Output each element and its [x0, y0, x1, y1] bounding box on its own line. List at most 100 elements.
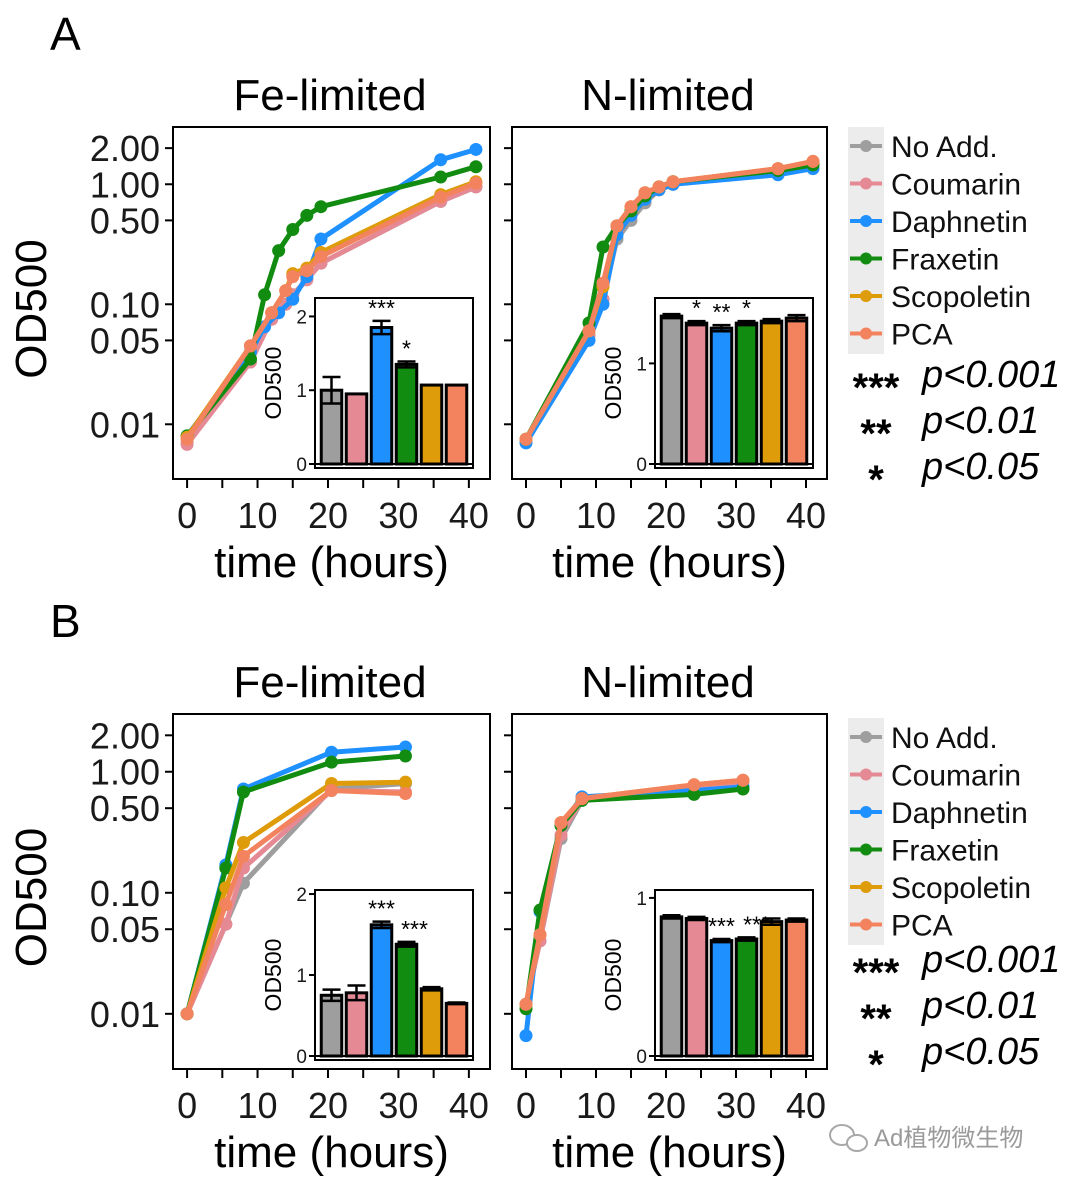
data-point	[258, 288, 272, 302]
data-point	[398, 787, 412, 801]
data-point	[398, 740, 412, 754]
x-tick-label: 20	[646, 495, 686, 536]
data-point	[236, 836, 250, 850]
chart-title: N-limited	[581, 658, 755, 707]
legend-label: Daphnetin	[891, 797, 1028, 830]
y-axis-label: OD500	[7, 239, 56, 378]
pvalue-stars: **	[860, 997, 892, 1041]
inset-y-axis-label: OD500	[260, 347, 286, 420]
legend-item: PCA	[850, 910, 953, 943]
x-tick-label: 20	[308, 1085, 348, 1126]
legend-item: Coumarin	[850, 760, 1021, 793]
data-point	[519, 432, 533, 446]
legend-label: No Add.	[891, 722, 998, 755]
inset-bar	[784, 316, 809, 466]
pvalue-row: * p<0.05	[868, 1031, 1040, 1087]
data-point	[398, 775, 412, 789]
legend-item: Fraxetin	[850, 835, 999, 868]
data-point	[652, 180, 666, 194]
legend-label: Coumarin	[891, 760, 1021, 793]
x-tick-label: 40	[786, 1085, 826, 1126]
legend-item: PCA	[850, 319, 953, 352]
x-tick-label: 10	[238, 1085, 278, 1126]
data-point	[180, 432, 194, 446]
x-tick-label: 0	[177, 495, 197, 536]
inset-significance: *	[742, 295, 751, 321]
data-point	[286, 292, 300, 306]
legend-label: PCA	[891, 319, 953, 352]
pvalue-stars: *	[868, 1043, 884, 1087]
legend-item: Scopoletin	[850, 281, 1031, 314]
data-point	[325, 755, 338, 769]
legend-key-background	[848, 127, 884, 354]
data-point	[286, 270, 300, 284]
y-tick-label: 2.00	[90, 715, 160, 756]
y-tick-label: 2.00	[90, 128, 160, 169]
pvalue-text: p<0.05	[921, 1031, 1040, 1073]
series-line	[523, 777, 744, 1005]
data-point	[519, 1029, 533, 1043]
data-point	[469, 176, 483, 190]
inset-frame	[314, 297, 474, 469]
data-point	[243, 352, 257, 366]
series-fraxetin	[180, 749, 412, 1021]
pvalue-stars: ***	[853, 951, 900, 995]
data-point	[771, 162, 785, 176]
inset-y-tick-label: 0	[636, 455, 647, 476]
chart-title: Fe-limited	[233, 71, 426, 120]
data-point	[434, 190, 448, 204]
inset-y-axis-label: OD500	[600, 939, 626, 1012]
data-point	[265, 306, 279, 320]
legend-a: No Add. Coumarin Daphnetin Fraxetin Scopolet…	[848, 127, 1060, 502]
plot-frame	[172, 126, 491, 480]
wechat-icon	[829, 1124, 868, 1152]
x-axis-label: time (hours)	[214, 1128, 449, 1177]
inset-bar	[684, 321, 709, 466]
x-axis-label: time (hours)	[552, 1128, 787, 1177]
legend-marker	[860, 140, 872, 152]
y-tick-label: 0.01	[90, 994, 160, 1035]
pvalue-text: p<0.05	[921, 446, 1040, 488]
data-point	[398, 749, 412, 763]
inset-bar	[734, 937, 759, 1058]
inset-y-axis-label: OD500	[600, 347, 626, 420]
plot-frame	[172, 713, 491, 1070]
data-point	[272, 244, 286, 258]
data-point	[219, 898, 233, 912]
data-point	[286, 222, 300, 236]
legend-marker	[860, 768, 872, 781]
inset-y-tick-label: 1	[296, 966, 307, 987]
x-tick-label: 30	[378, 495, 418, 536]
legend-label: Fraxetin	[891, 244, 999, 277]
inset-y-tick-label: 2	[296, 885, 307, 906]
data-point	[469, 160, 483, 174]
data-point	[314, 232, 328, 246]
x-axis-label: time (hours)	[214, 538, 449, 587]
pvalue-stars: *	[868, 458, 884, 502]
legend-label: Fraxetin	[891, 835, 999, 868]
inset-significance: ***	[368, 896, 395, 922]
data-point	[736, 773, 750, 787]
chart-title: Fe-limited	[233, 658, 426, 707]
inset-y-tick-label: 1	[636, 889, 647, 910]
inset-significance: **	[713, 299, 731, 325]
pvalue-text: p<0.001	[921, 354, 1060, 396]
data-point	[434, 170, 448, 184]
data-point	[519, 997, 533, 1011]
series-pca	[180, 783, 412, 1021]
inset-bar	[344, 991, 369, 1058]
legend-item: No Add.	[850, 722, 998, 755]
data-point	[279, 284, 293, 298]
y-tick-label: 0.10	[90, 873, 160, 914]
legend-label: Scopoletin	[891, 872, 1031, 905]
data-point	[236, 785, 250, 799]
legend-label: Daphnetin	[891, 206, 1028, 239]
data-point	[434, 153, 448, 167]
x-tick-label: 30	[716, 1085, 756, 1126]
legend-item: Fraxetin	[850, 244, 999, 277]
x-tick-label: 10	[238, 495, 278, 536]
inset-significance: ***	[708, 913, 735, 939]
inset-bar	[659, 915, 684, 1058]
